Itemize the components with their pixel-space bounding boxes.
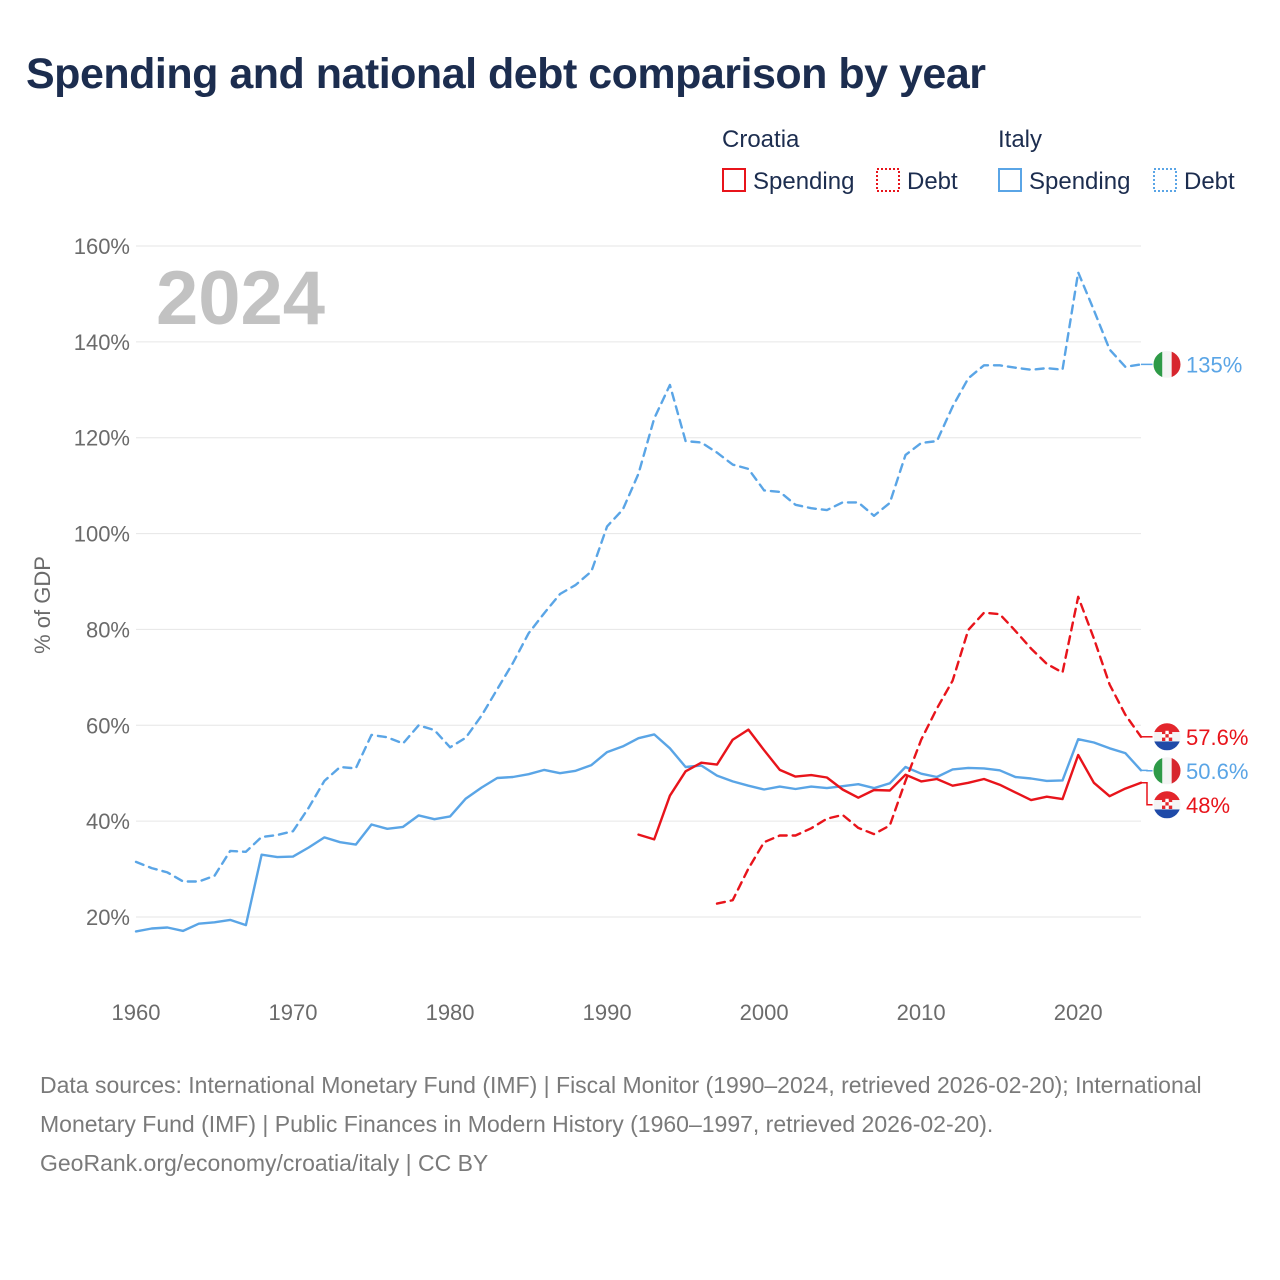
series-lines: [134, 271, 1143, 933]
legend-italy-debt[interactable]: Debt: [1153, 168, 1235, 195]
series-line-croatia-spending: [637, 728, 1143, 841]
legend-label-italy-spending: Spending: [1029, 168, 1130, 195]
legend-country-italy: Italy: [998, 126, 1042, 153]
flag-outline: [1152, 756, 1182, 786]
legend-label-croatia-spending: Spending: [753, 168, 854, 195]
footer-sources: Data sources: International Monetary Fun…: [40, 1072, 1202, 1137]
legend-label-croatia-debt: Debt: [907, 168, 958, 195]
end-marker-croatia-debt: 57.6%: [1141, 722, 1248, 752]
year-label: 2024: [156, 256, 325, 341]
end-value-label: 50.6%: [1186, 759, 1248, 784]
flag-outline: [1152, 790, 1182, 820]
italy-flag-icon: [1153, 756, 1181, 785]
y-tick-label: 40%: [86, 809, 130, 834]
x-tick-label: 2000: [740, 1000, 789, 1025]
legend-swatch-croatia-spending: [722, 168, 746, 192]
flag-outline: [1152, 722, 1182, 752]
croatia-flag-icon: [1153, 722, 1181, 751]
y-tick-label: 140%: [74, 330, 130, 355]
legend-swatch-italy-spending: [998, 168, 1022, 192]
italy-flag-icon: [1153, 350, 1181, 379]
x-tick-label: 1980: [426, 1000, 475, 1025]
gridlines: [136, 245, 1141, 918]
croatia-flag-icon: [1153, 790, 1181, 819]
legend-croatia-debt[interactable]: Debt: [876, 168, 958, 195]
y-tick-label: 20%: [86, 905, 130, 930]
end-value-label: 57.6%: [1186, 725, 1248, 750]
legend-croatia-spending[interactable]: Spending: [722, 168, 854, 195]
x-tick-label: 1970: [269, 1000, 318, 1025]
chart-title: Spending and national debt comparison by…: [26, 50, 986, 98]
x-tick-label: 1960: [112, 1000, 161, 1025]
legend-italy-spending[interactable]: Spending: [998, 168, 1130, 195]
y-tick-label: 100%: [74, 522, 130, 547]
x-tick-label: 1990: [583, 1000, 632, 1025]
series-line-italy-spending: [134, 733, 1143, 933]
chart-area: 20% 40% 60% 80% 100% 120% 140% 160% 1960 1970 198…: [30, 126, 1248, 1025]
x-tick-label: 2020: [1054, 1000, 1103, 1025]
series-line-croatia-debt: [715, 595, 1143, 905]
x-axis-ticks: 1960 1970 1980 1990 2000 2010 2020: [112, 1000, 1103, 1025]
y-axis-label: % of GDP: [30, 556, 55, 654]
end-connector: [1141, 782, 1153, 806]
flag-outline: [1152, 349, 1182, 379]
end-marker-italy-spending: 50.6%: [1141, 756, 1248, 786]
series-end-markers: 135% 57.6% 50.6% 48%: [1141, 349, 1248, 820]
legend-label-italy-debt: Debt: [1184, 168, 1235, 195]
y-tick-label: 160%: [74, 234, 130, 259]
series-line-italy-debt: [134, 271, 1143, 883]
y-tick-label: 120%: [74, 426, 130, 451]
end-value-label: 48%: [1186, 793, 1230, 818]
y-axis-ticks: 20% 40% 60% 80% 100% 120% 140% 160%: [74, 234, 130, 930]
legend: Croatia Italy Spending Debt Spending Deb…: [722, 126, 1235, 195]
footer-credit: GeoRank.org/economy/croatia/italy | CC B…: [40, 1150, 489, 1176]
y-tick-label: 60%: [86, 713, 130, 738]
end-value-label: 135%: [1186, 352, 1242, 377]
legend-swatch-italy-debt: [1153, 168, 1177, 192]
end-marker-croatia-spending: 48%: [1141, 782, 1230, 820]
legend-country-croatia: Croatia: [722, 126, 800, 153]
y-tick-label: 80%: [86, 617, 130, 642]
footer: Data sources: International Monetary Fun…: [40, 1066, 1240, 1183]
legend-swatch-croatia-debt: [876, 168, 900, 192]
x-tick-label: 2010: [897, 1000, 946, 1025]
end-marker-italy-debt: 135%: [1141, 349, 1242, 379]
